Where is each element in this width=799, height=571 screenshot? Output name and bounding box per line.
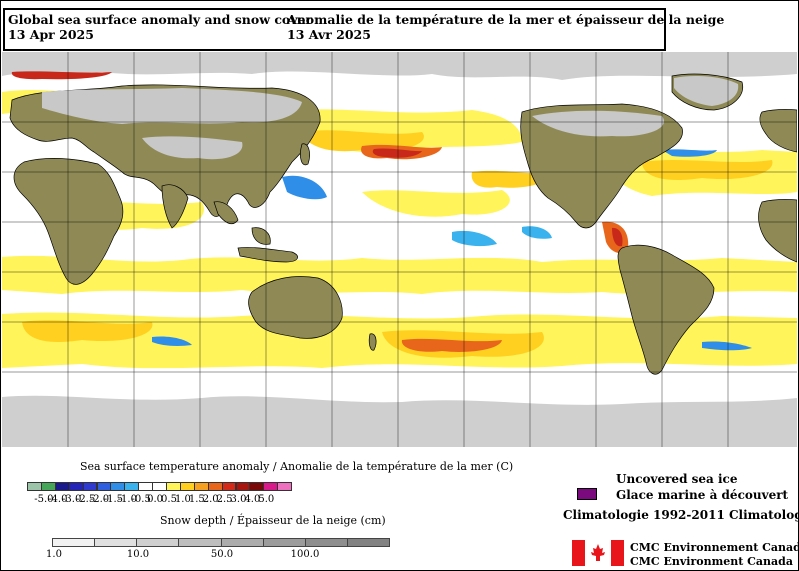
title-french: Anomalie de la température de la mer et … bbox=[287, 12, 725, 27]
sst-tick-label: 0.5 bbox=[161, 494, 177, 505]
sst-color-cell bbox=[82, 482, 98, 491]
sst-color-cell bbox=[277, 482, 293, 491]
sst-tick-label: -2.0 bbox=[89, 494, 110, 505]
sst-color-cell bbox=[263, 482, 279, 491]
snow-legend-title: Snow depth / Épaisseur de la neige (cm) bbox=[160, 514, 386, 527]
sst-color-cell bbox=[179, 482, 195, 491]
landmass-africa bbox=[13, 158, 124, 285]
arctic-ice bbox=[2, 52, 797, 80]
credit-line-1: CMC Environnement Canada bbox=[630, 541, 799, 554]
landmass-india bbox=[161, 184, 189, 229]
sst-tick-label: -3.0 bbox=[62, 494, 82, 505]
landmass-japan bbox=[300, 143, 310, 166]
landmass-borneo bbox=[251, 227, 271, 245]
sst-color-cell bbox=[193, 482, 209, 491]
sst-color-cell bbox=[249, 482, 265, 491]
landmass-indonesia bbox=[237, 247, 299, 263]
sst-tick-label: -4.0 bbox=[48, 494, 68, 505]
sst-tick-label: -0.5 bbox=[131, 494, 151, 505]
date-english: 13 Apr 2025 bbox=[8, 27, 94, 42]
sst-color-cell bbox=[68, 482, 84, 491]
snow-color-cell bbox=[304, 538, 348, 547]
ice-label-english: Uncovered sea ice bbox=[616, 472, 738, 486]
sst-tick-label: 3.0 bbox=[230, 494, 247, 505]
credit-line-2: CMC Environment Canada bbox=[630, 555, 793, 568]
snow-cover bbox=[42, 76, 739, 160]
sst-tick-label: 1.0 bbox=[174, 494, 191, 505]
sst-color-cell bbox=[138, 482, 154, 491]
landmass-se-asia bbox=[213, 201, 239, 225]
title-english: Global sea surface anomaly and snow cove… bbox=[8, 12, 313, 27]
snow-tick-label: 1.0 bbox=[46, 549, 62, 560]
landmass-north-america bbox=[520, 103, 683, 229]
sea-ice-swatch bbox=[577, 488, 597, 500]
sst-color-cell bbox=[207, 482, 223, 491]
sst-color-cell bbox=[235, 482, 251, 491]
sst-tick-label: 2.0 bbox=[202, 494, 219, 505]
sst-color-cell bbox=[54, 482, 70, 491]
sst-color-cell bbox=[124, 482, 140, 491]
title-box: Global sea surface anomaly and snow cove… bbox=[3, 8, 724, 51]
snow-tick-label: 100.0 bbox=[290, 549, 320, 560]
snow-tick-label: 10.0 bbox=[126, 549, 150, 560]
sst-tick-label: 5.0 bbox=[258, 494, 275, 505]
landmass-australia bbox=[248, 276, 343, 339]
sst-color-cell bbox=[152, 482, 167, 491]
snow-color-cell bbox=[262, 538, 306, 547]
sst-color-cell bbox=[27, 482, 42, 491]
climatology-label: Climatologie 1992-2011 Climatology bbox=[563, 508, 799, 522]
ice-label-french: Glace marine à découvert bbox=[616, 488, 789, 502]
sst-color-cell bbox=[96, 482, 112, 491]
sst-tick-label: 1.5 bbox=[188, 494, 205, 505]
date-french: 13 Avr 2025 bbox=[287, 27, 371, 42]
sst-tick-label: -2.5 bbox=[75, 494, 96, 505]
snow-color-cell bbox=[94, 538, 138, 547]
sst-tick-label: 0.0 bbox=[147, 494, 164, 505]
graticule bbox=[2, 52, 797, 447]
snow-color-cell bbox=[220, 538, 264, 547]
snow-tick-label: 50.0 bbox=[210, 549, 234, 560]
sst-tick-label: 2.5 bbox=[216, 494, 233, 505]
sst-tick-label: -5.0 bbox=[34, 494, 54, 505]
sst-tick-label: 4.0 bbox=[244, 494, 261, 505]
sst-tick-label: -1.5 bbox=[103, 494, 124, 505]
sst-color-cell bbox=[110, 482, 126, 491]
snow-color-cell bbox=[178, 538, 222, 547]
landmass-europe-edge bbox=[759, 109, 797, 153]
sst-color-cell bbox=[166, 482, 181, 491]
antarctic-ice bbox=[2, 395, 797, 447]
sst-tick-label: -1.0 bbox=[117, 494, 137, 505]
canada-flag-icon bbox=[572, 540, 624, 566]
world-map bbox=[2, 52, 797, 447]
snow-color-cell bbox=[136, 538, 180, 547]
sst-color-cell bbox=[221, 482, 237, 491]
snow-color-cell bbox=[346, 538, 390, 547]
sst-color-cell bbox=[40, 482, 56, 491]
sst-legend-title: Sea surface temperature anomaly / Anomal… bbox=[80, 460, 514, 473]
snow-color-cell bbox=[52, 538, 96, 547]
landmass-new-zealand bbox=[368, 333, 377, 351]
